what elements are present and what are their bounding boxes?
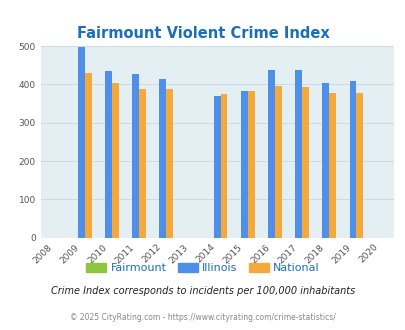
Bar [301,87,308,238]
Bar [328,92,335,238]
Bar [78,47,85,238]
Bar [132,74,139,238]
Bar [139,89,145,238]
Text: © 2025 CityRating.com - https://www.cityrating.com/crime-statistics/: © 2025 CityRating.com - https://www.city… [70,313,335,322]
Bar [267,70,274,238]
Text: Fairmount Violent Crime Index: Fairmount Violent Crime Index [77,25,328,41]
Bar [213,96,220,238]
Bar [356,92,362,238]
Bar [166,89,173,238]
Bar [322,82,328,238]
Bar [159,79,166,238]
Legend: Fairmount, Illinois, National: Fairmount, Illinois, National [86,263,319,273]
Bar [241,91,247,238]
Bar [112,82,118,238]
Text: Crime Index corresponds to incidents per 100,000 inhabitants: Crime Index corresponds to incidents per… [51,286,354,296]
Bar [247,91,254,238]
Bar [294,70,301,238]
Bar [349,82,356,238]
Bar [220,94,227,238]
Bar [105,72,112,238]
Bar [85,73,91,238]
Bar [274,85,281,238]
